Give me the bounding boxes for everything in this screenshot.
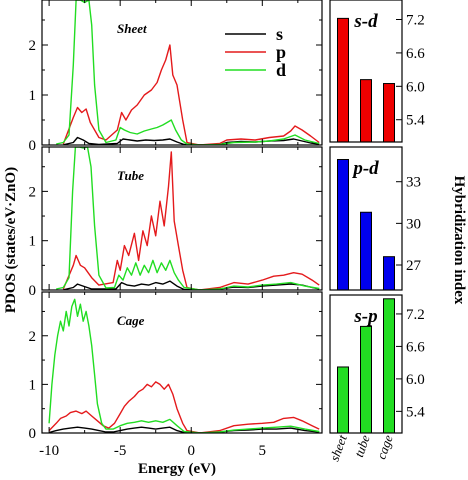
y-tick-label: 0 — [29, 283, 37, 299]
pdos-series-s — [63, 280, 320, 290]
pdos-series-s — [48, 426, 320, 433]
pdos-y-axis-label: PDOS (states/eV·ZnO) — [3, 167, 19, 313]
hyb-frame — [329, 0, 403, 143]
hyb-y-tick-label: 33 — [406, 175, 421, 191]
y-tick-label: 2 — [29, 38, 37, 54]
pdos-series-d — [56, 0, 320, 145]
hyb-y-tick-label: 30 — [406, 216, 421, 232]
pdos-panel-label: Sheet — [117, 21, 147, 36]
hyb-frame — [329, 146, 403, 291]
y-tick-label: 1 — [29, 234, 37, 250]
pdos-frame — [41, 291, 323, 434]
hyb-y-tick-label: 7.2 — [406, 12, 425, 28]
bar-sheet — [337, 366, 349, 434]
pdos-panel-tube: 0 1 2 Tube — [29, 146, 323, 299]
pdos-panel-sheet: 0 1 2 Sheet — [29, 0, 323, 154]
x-tick-label: 5 — [259, 443, 267, 459]
pdos-series-p — [48, 381, 320, 433]
hyb-panel-label: p-d — [351, 158, 379, 179]
bar-tube — [360, 211, 372, 291]
pdos-series-d — [56, 147, 320, 290]
hyb-y-tick-label: 5.4 — [406, 404, 425, 420]
pdos-panels: 0 1 2 Sheet 0 1 2 Tube 0 1 2 Cage -10 -5 0 5 spd — [29, 0, 323, 459]
pdos-frame — [41, 0, 323, 146]
bar-cage — [383, 256, 395, 291]
hyb-y-tick-label: 27 — [406, 258, 422, 274]
pdos-panel-label: Cage — [117, 313, 145, 328]
hyb-y-tick-label: 6.6 — [406, 46, 425, 62]
bar-tube — [360, 325, 372, 434]
pdos-panel-label: Tube — [117, 168, 144, 183]
category-label-cage: cage — [373, 433, 396, 461]
legend-label-p: p — [276, 42, 286, 62]
hybridization-y-axis-label: Hybridization index — [451, 176, 467, 305]
legend-label-d: d — [276, 60, 286, 80]
bar-tube — [360, 79, 372, 143]
hyb-y-tick-label: 5.4 — [406, 113, 425, 129]
pdos-series-s — [63, 136, 320, 145]
x-tick-label: 0 — [187, 443, 195, 459]
hyb-panel-label: s-p — [353, 306, 377, 327]
hyb-frame — [329, 294, 403, 434]
y-tick-label: 1 — [29, 377, 37, 393]
bar-cage — [383, 298, 395, 434]
hyb-y-tick-label: 6.0 — [406, 79, 425, 95]
category-label-sheet: sheet — [327, 433, 350, 464]
category-label-tube: tube — [351, 433, 373, 459]
hyb-panel-label: s-d — [353, 11, 378, 32]
legend: spd — [225, 24, 286, 80]
y-tick-label: 2 — [29, 329, 37, 345]
y-tick-label: 1 — [29, 88, 37, 104]
pdos-series-p — [62, 44, 320, 145]
y-tick-label: 2 — [29, 184, 37, 200]
pdos-series-p — [62, 151, 320, 290]
bar-cage — [383, 83, 395, 143]
hyb-panel-p-d: 27 30 33 p-d — [329, 146, 422, 291]
x-tick-label: -10 — [39, 443, 59, 459]
pdos-x-axis-label: Energy (eV) — [138, 461, 216, 477]
hyb-y-tick-label: 6.0 — [406, 372, 425, 388]
bar-sheet — [337, 158, 349, 291]
bar-sheet — [337, 17, 349, 143]
y-tick-label: 0 — [29, 426, 37, 442]
x-tick-label: -5 — [114, 443, 127, 459]
hybridization-panels: 5.4 6.0 6.6 7.2 s-d 27 30 33 p-d 5.4 6.0 6.6 7.2 s-p s… — [327, 0, 425, 464]
pdos-panel-cage: 0 1 2 Cage — [29, 291, 323, 442]
hyb-y-tick-label: 7.2 — [406, 307, 425, 323]
pdos-frame — [41, 146, 323, 291]
hyb-y-tick-label: 6.6 — [406, 339, 425, 355]
legend-label-s: s — [276, 24, 283, 44]
pdos-series-d — [48, 298, 320, 433]
hyb-panel-s-d: 5.4 6.0 6.6 7.2 s-d — [329, 0, 425, 143]
hyb-panel-s-p: 5.4 6.0 6.6 7.2 s-p — [329, 294, 425, 434]
y-tick-label: 0 — [29, 138, 37, 154]
